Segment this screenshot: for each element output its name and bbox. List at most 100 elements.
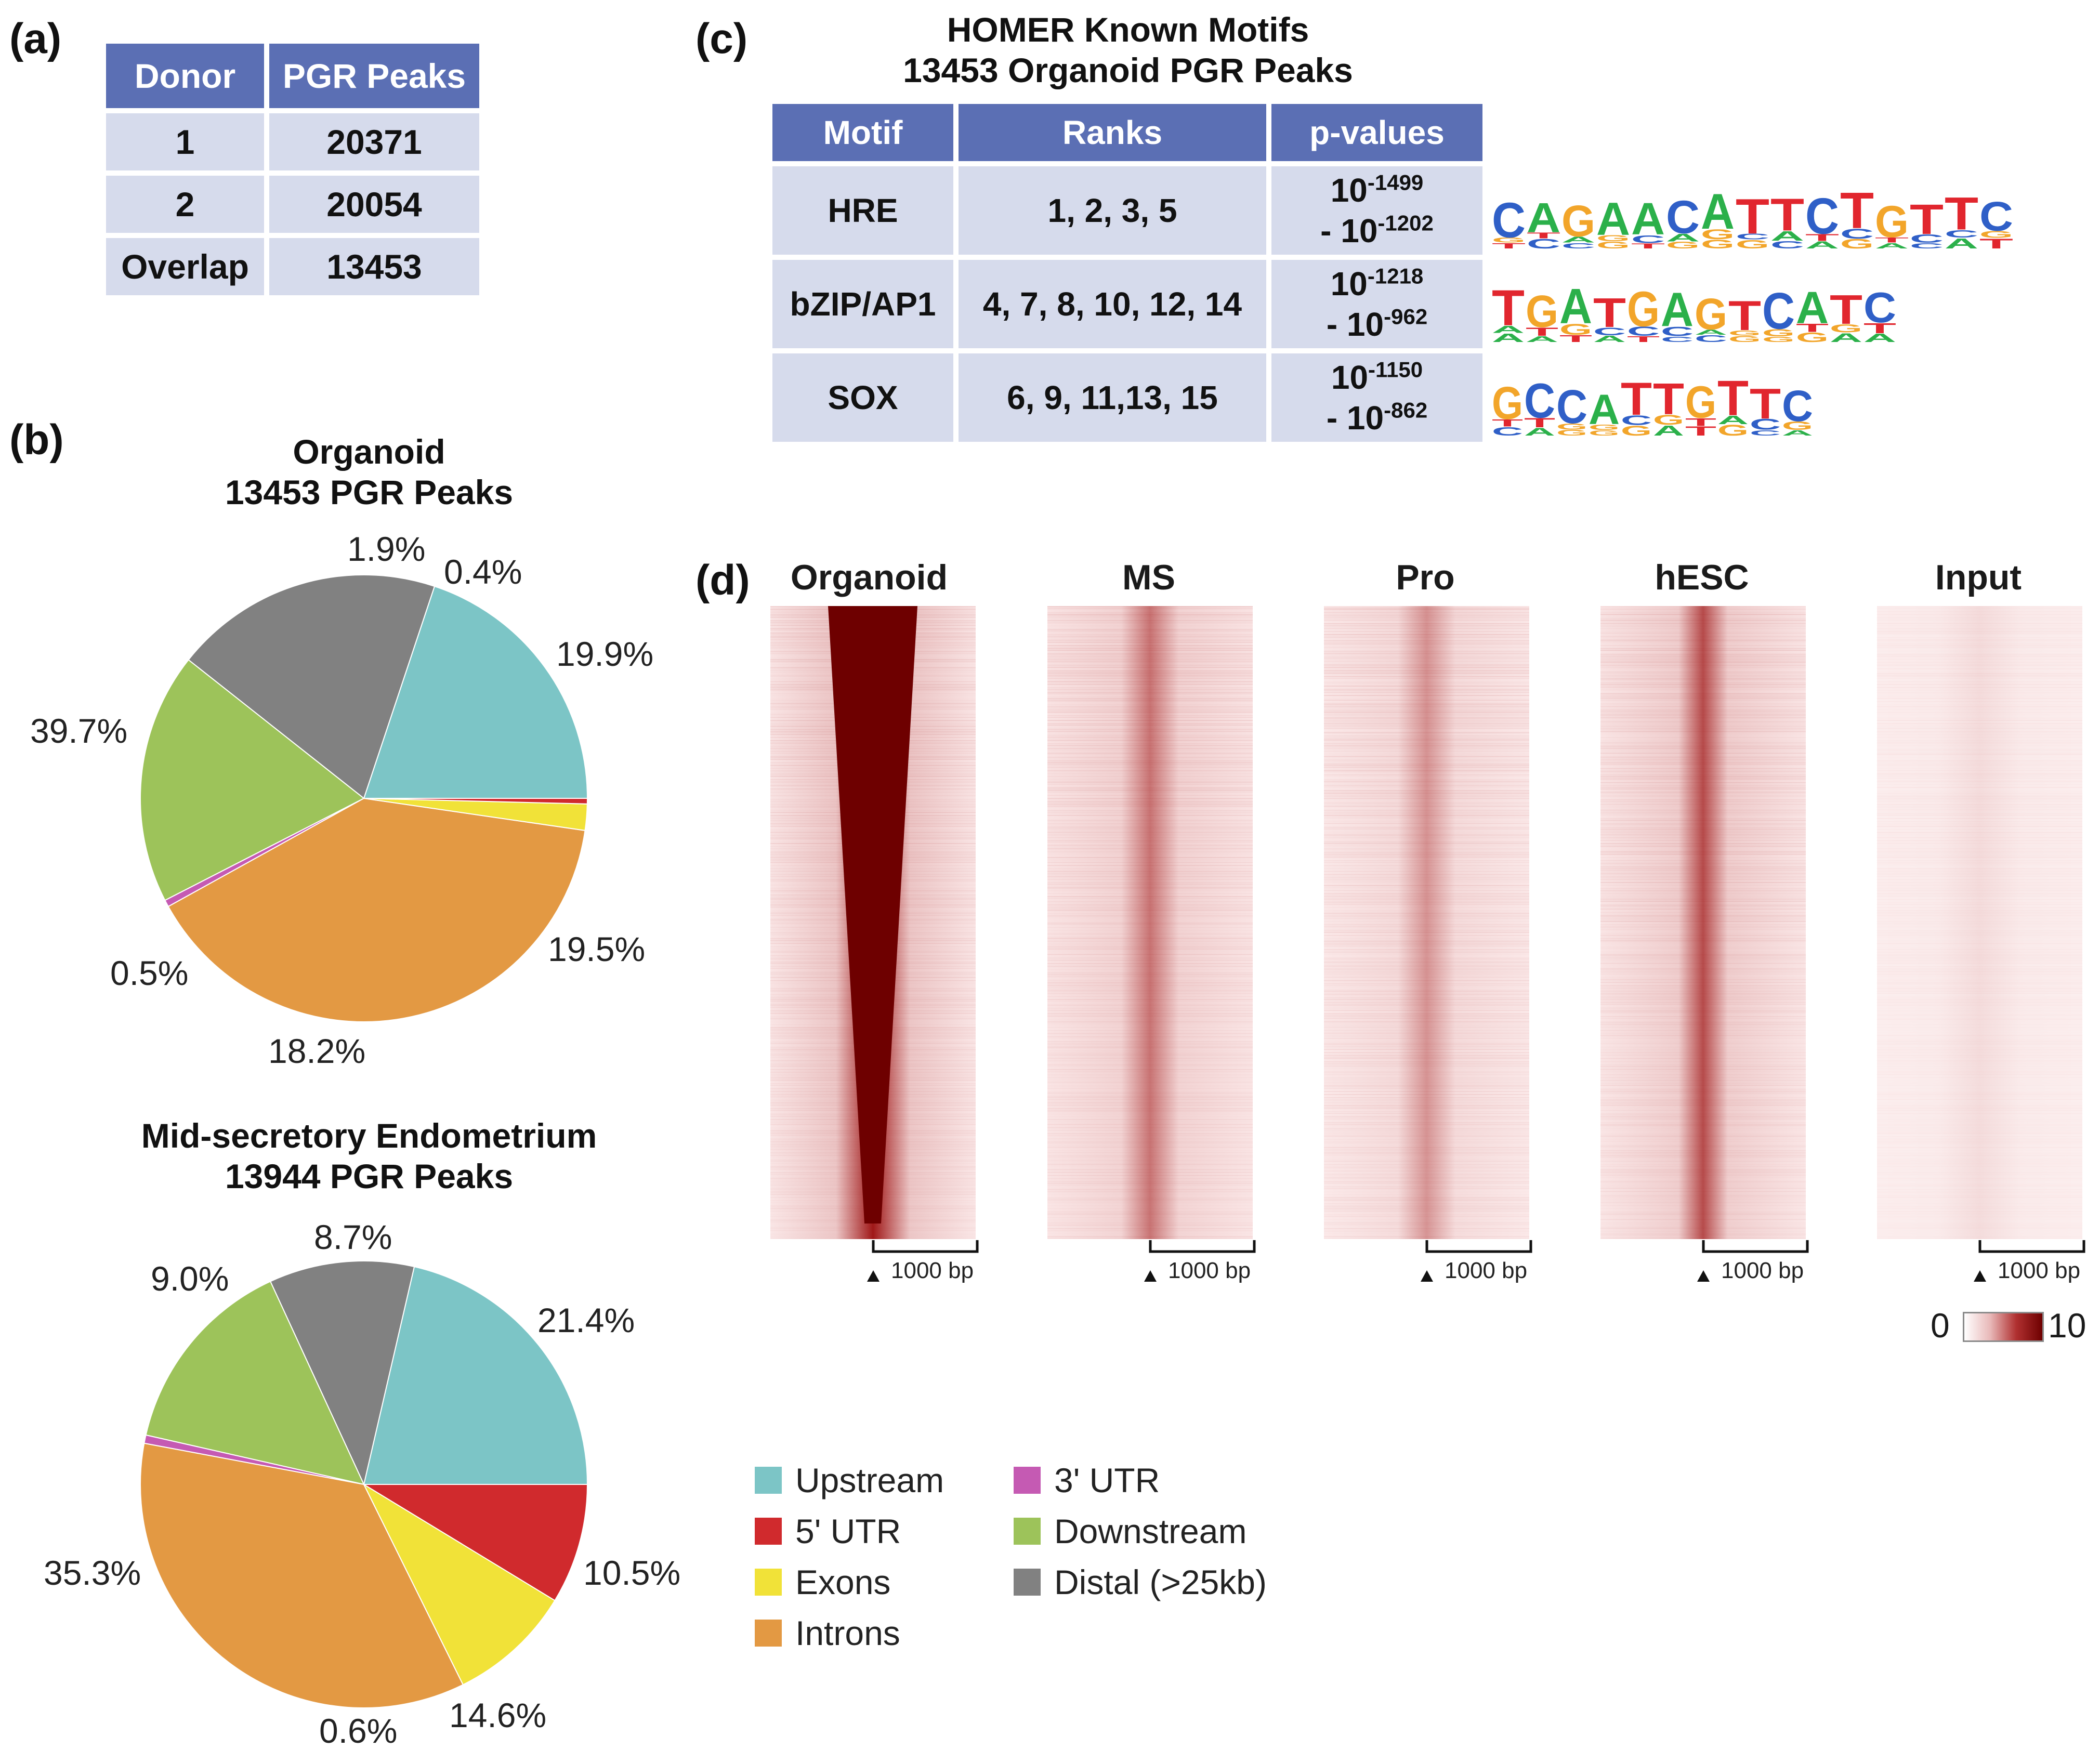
motif-letter: G	[1561, 196, 1595, 246]
motif-minor-letter: A	[1830, 331, 1862, 345]
scale-bar-label: 1000 bp	[891, 1258, 974, 1283]
homer-pvalue-hre: 10-1499 - 10-1202	[1271, 166, 1482, 255]
pvalue-exponent: -1218	[1367, 264, 1424, 288]
pie-slice-downstream	[139, 659, 365, 901]
scale-bar-label: 1000 bp	[1721, 1258, 1804, 1283]
scale-bar	[1697, 1240, 1809, 1282]
pie2-title-line2: 13944 PGR Peaks	[225, 1157, 514, 1195]
motif-letter: A	[1661, 283, 1694, 337]
table-cell: 1	[106, 113, 264, 170]
pie1-label-exons: 1.9%	[347, 530, 426, 568]
motif-letter: T	[1945, 188, 1978, 240]
motif-minor-letter: T	[1863, 321, 1896, 337]
motif-letter: T	[1728, 293, 1761, 339]
legend-item-3utr: 3' UTR	[1014, 1461, 1160, 1500]
motif-minor-letter: A	[1492, 331, 1525, 345]
colorbar-min-label: 0	[1931, 1306, 1950, 1345]
table-cell: 13453	[269, 238, 479, 295]
pie1-label-3utr: 0.5%	[110, 954, 189, 992]
motif-minor-letter: G	[1596, 234, 1630, 243]
motif-letter: C	[1492, 192, 1526, 248]
motif-minor-letter: G	[1840, 237, 1874, 252]
motif-letter: G	[1627, 281, 1660, 337]
motif-minor-letter: A	[1695, 328, 1727, 336]
motif-minor-letter: A	[1526, 335, 1558, 344]
motif-minor-letter: C	[1840, 226, 1874, 242]
colorbar	[1963, 1312, 2044, 1342]
motif-minor-letter: T	[1796, 321, 1829, 334]
motif-minor-letter: A	[1561, 235, 1595, 244]
legend-item-distal: Distal (>25kb)	[1014, 1562, 1267, 1602]
panel-label-b: (b)	[9, 416, 64, 464]
motif-letter: T	[1750, 380, 1781, 428]
motif-minor-letter: A	[1653, 423, 1684, 439]
motif-letter: G	[1695, 289, 1727, 339]
scale-bar-center-marker	[867, 1270, 880, 1282]
motif-minor-letter: T	[1492, 417, 1523, 428]
pie1-title-line1: Organoid	[293, 432, 445, 471]
motif-minor-letter: G	[1556, 429, 1587, 438]
motif-minor-letter: A	[1666, 231, 1700, 244]
motif-minor-letter: C	[1910, 232, 1944, 245]
homer-pvalue-bzip: 10-1218 - 10-962	[1271, 260, 1482, 348]
heatmap-title-input: Input	[1935, 558, 2022, 597]
motif-minor-letter: C	[1621, 413, 1652, 428]
pie2-label-distal: 10.5%	[583, 1554, 681, 1592]
motif-minor-letter: C	[1631, 233, 1665, 245]
motif-minor-letter: T	[1875, 236, 1909, 244]
motif-letter: A	[1527, 194, 1560, 241]
motif-minor-letter: C	[1527, 237, 1560, 252]
motif-letter: G	[1492, 377, 1523, 429]
motif-minor-letter: G	[1762, 335, 1795, 344]
motif-minor-letter: G	[1596, 240, 1630, 251]
pvalue-exponent: -1202	[1377, 210, 1434, 235]
heatmap-title-pro: Pro	[1396, 558, 1455, 597]
motif-letter: C	[1762, 282, 1795, 340]
legend-item-introns: Introns	[755, 1613, 900, 1653]
pie-slice-5-utr	[363, 798, 588, 805]
panel-label-c: (c)	[695, 15, 748, 62]
legend-label: Exons	[795, 1563, 891, 1601]
pvalue-base: - 10	[1326, 306, 1384, 343]
motif-letter: T	[1621, 373, 1652, 425]
pvalue-exponent: -962	[1384, 304, 1428, 329]
motif-minor-letter: G	[1666, 240, 1700, 251]
motif-minor-letter: A	[1863, 332, 1896, 345]
legend-swatch	[1014, 1518, 1041, 1545]
motif-letter: C	[1979, 193, 2013, 240]
panel-label-a: (a)	[9, 15, 62, 62]
homer-title-line1: HOMER Known Motifs	[947, 10, 1309, 49]
pie-slice-introns	[167, 797, 586, 1022]
legend-item-downstream: Downstream	[1014, 1511, 1246, 1551]
motif-minor-letter: A	[1875, 242, 1909, 251]
motif-letter: T	[1717, 370, 1749, 426]
pie1-label-downstream: 18.2%	[268, 1032, 366, 1070]
homer-header-motif: Motif	[772, 104, 953, 161]
motif-minor-letter: A	[1492, 324, 1525, 335]
scale-bar	[867, 1240, 979, 1282]
table-cell: 2	[106, 176, 264, 233]
motif-letter: A	[1796, 282, 1829, 333]
legend-label: Upstream	[795, 1461, 944, 1499]
pvalue-exponent: -862	[1384, 398, 1428, 423]
scale-bar-center-marker	[1144, 1270, 1157, 1282]
pie2-label-3utr: 0.6%	[319, 1712, 398, 1750]
motif-minor-letter: C	[1661, 325, 1694, 339]
pie2-title-line1: Mid-secretory Endometrium	[141, 1116, 597, 1155]
pie2-title: Mid-secretory Endometrium 13944 PGR Peak…	[83, 1115, 655, 1196]
pie1-label-distal: 19.5%	[548, 930, 646, 968]
pvalue-exponent: -1150	[1368, 357, 1423, 382]
scale-bar	[1421, 1240, 1532, 1282]
panel-label-d: (d)	[695, 557, 750, 604]
homer-header-pvalues: p-values	[1271, 104, 1482, 161]
legend-swatch	[755, 1620, 782, 1647]
homer-ranks-sox: 6, 9, 11,13, 15	[959, 353, 1266, 442]
pie-slice-5-utr	[362, 1484, 588, 1601]
motif-letter: C	[1524, 373, 1555, 428]
motif-minor-letter: C	[1736, 232, 1769, 241]
motif-minor-letter: G	[1830, 322, 1862, 335]
pie-slice-distal-25kb	[269, 1260, 415, 1486]
motif-letter: G	[1685, 376, 1716, 427]
heatmap-organoid	[770, 606, 976, 1239]
